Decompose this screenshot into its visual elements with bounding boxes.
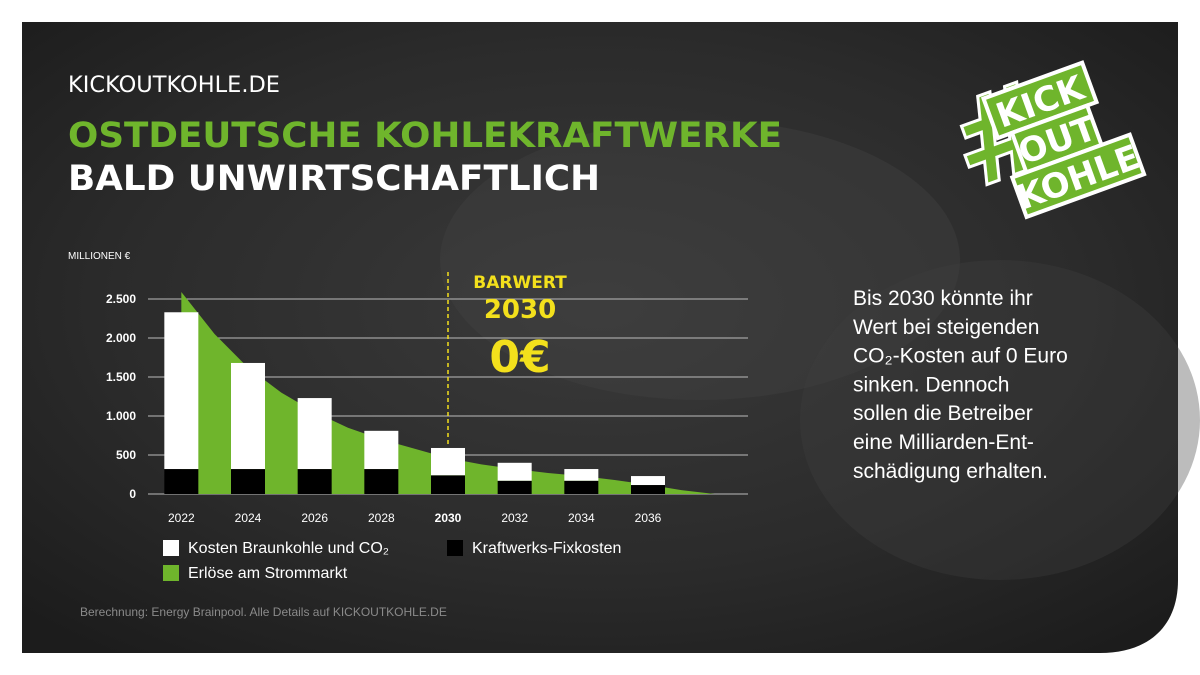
- bar: [431, 475, 465, 494]
- logo-box: [1009, 132, 1147, 220]
- bar: [364, 430, 399, 470]
- bar: [631, 476, 665, 486]
- legend-label: Kosten Braunkohle und CO₂: [188, 540, 389, 557]
- body-text: schädigung erhalten.: [853, 460, 1048, 483]
- bar: [231, 469, 265, 494]
- x-tick-label: 2026: [301, 511, 328, 525]
- bar: [497, 480, 532, 494]
- x-tick-label: 2022: [168, 511, 195, 525]
- logo: # KICK OUT KOHLE: [930, 52, 1147, 220]
- body-text: sinken. Dennoch: [853, 373, 1009, 396]
- bar: [497, 462, 532, 481]
- x-tick-label: 2036: [635, 511, 662, 525]
- legend-swatch: [163, 565, 179, 581]
- legend-swatch: [447, 540, 463, 556]
- bar: [231, 362, 265, 470]
- y-tick-label: 1.000: [106, 409, 136, 423]
- legend-label: Kraftwerks-Fixkosten: [472, 540, 621, 557]
- y-tick-label: 500: [116, 448, 136, 462]
- bar: [297, 398, 332, 470]
- y-tick-label: 0: [129, 487, 136, 501]
- bar: [564, 480, 599, 494]
- x-tick-label: 2032: [501, 511, 528, 525]
- bar: [164, 312, 199, 470]
- legend-label: Erlöse am Strommarkt: [188, 565, 348, 582]
- body-text: CO₂-Kosten auf 0 Euro: [853, 345, 1068, 368]
- body-text: Wert bei steigenden: [853, 316, 1039, 339]
- annotation-text: 2030: [484, 295, 556, 325]
- bar: [631, 485, 665, 494]
- x-tick-label: 2024: [235, 511, 262, 525]
- body-text: sollen die Betreiber: [853, 402, 1033, 425]
- body-text: Bis 2030 könnte ihr: [853, 287, 1033, 310]
- bar: [297, 469, 332, 494]
- annotation-text: 0€: [489, 332, 550, 383]
- title-line: BALD UNWIRTSCHAFTLICH: [68, 159, 600, 199]
- annotation-text: BARWERT: [473, 273, 567, 293]
- x-tick-label: 2030: [435, 511, 462, 525]
- bg-blur: [800, 260, 1200, 580]
- bar: [164, 469, 199, 494]
- bar: [564, 469, 599, 481]
- x-tick-label: 2034: [568, 511, 595, 525]
- body-text: eine Milliarden-Ent-: [853, 431, 1034, 454]
- title-line: OSTDEUTSCHE KOHLEKRAFTWERKE: [68, 116, 782, 156]
- bar: [364, 469, 399, 494]
- legend-swatch: [163, 540, 179, 556]
- bar: [431, 447, 465, 476]
- y-tick-label: 1.500: [106, 370, 136, 384]
- source: Berechnung: Energy Brainpool. Alle Detai…: [80, 605, 447, 619]
- x-tick-label: 2028: [368, 511, 395, 525]
- bg-blur: [440, 120, 960, 400]
- y-axis-label: MILLIONEN €: [68, 251, 131, 262]
- y-tick-label: 2.500: [106, 292, 136, 306]
- site: KICKOUTKOHLE.DE: [68, 73, 280, 98]
- y-tick-label: 2.000: [106, 331, 136, 345]
